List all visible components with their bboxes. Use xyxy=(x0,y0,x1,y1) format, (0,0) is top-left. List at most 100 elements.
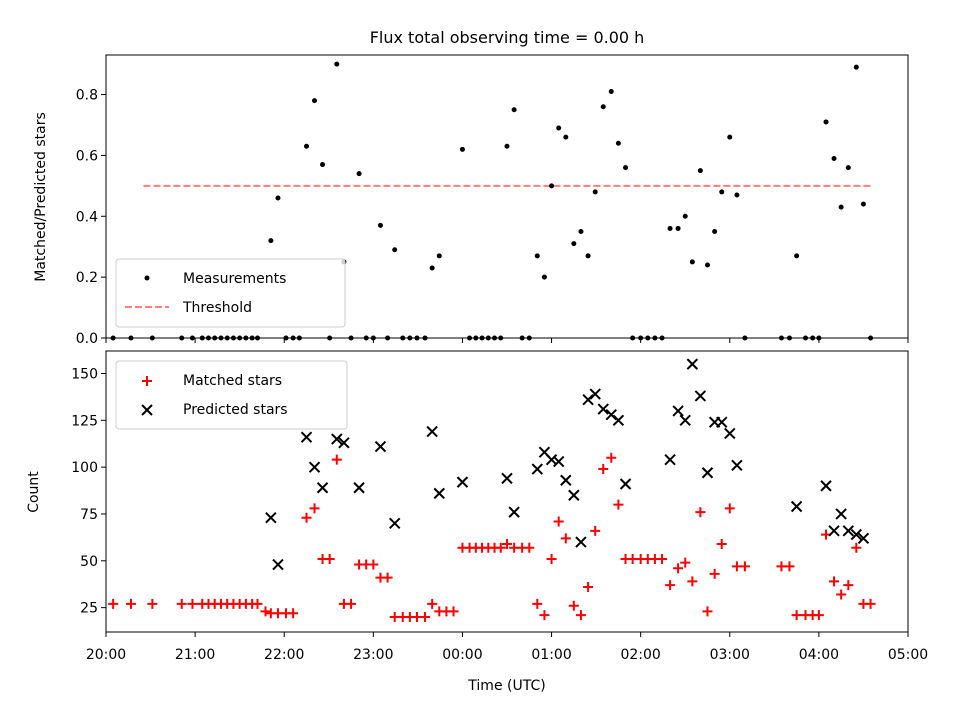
matched-star-point xyxy=(598,464,609,475)
top-y-axis-label: Matched/Predicted stars xyxy=(33,112,49,282)
matched-star-point xyxy=(560,533,571,544)
predicted-star-point xyxy=(575,536,587,548)
matched-star-point xyxy=(606,452,617,463)
measurement-point xyxy=(705,262,710,268)
bottom-x-ticks: 20:00 21:00 22:00 23:00 00:00 01:00 02:00 03:00… xyxy=(86,632,928,663)
top-y-tick-label: 0.0 xyxy=(76,331,98,347)
matched-star-point xyxy=(575,610,586,621)
matched-star-point xyxy=(502,538,512,549)
measurement-point xyxy=(459,146,465,152)
predicted-star-point xyxy=(731,459,743,471)
measurement-point xyxy=(334,61,340,67)
matched-star-point xyxy=(695,507,706,518)
measurement-point xyxy=(823,119,829,125)
bottom-x-tick-label: 03:00 xyxy=(710,647,750,663)
predicted-star-point xyxy=(374,440,387,453)
measurement-point xyxy=(831,155,837,161)
matched-star-point xyxy=(532,598,543,609)
matched-star-point xyxy=(590,525,601,536)
measurement-point xyxy=(578,228,584,234)
measurement-point xyxy=(312,98,318,104)
legend-threshold-label: Threshold xyxy=(182,300,252,316)
measurement-point xyxy=(534,253,540,259)
measurement-point xyxy=(615,140,621,146)
predicted-star-point xyxy=(433,487,445,500)
bottom-x-tick-label: 21:00 xyxy=(175,647,215,663)
matched-star-point xyxy=(495,542,506,553)
measurement-point xyxy=(794,253,800,259)
matched-star-point xyxy=(613,499,624,510)
matched-star-point xyxy=(851,542,862,553)
measurement-point xyxy=(356,171,362,177)
predicted-star-point xyxy=(619,478,632,490)
predicted-star-point xyxy=(456,476,469,488)
predicted-star-point xyxy=(694,390,707,402)
measurement-point xyxy=(727,134,733,140)
predicted-star-point xyxy=(508,506,520,518)
predicted-star-point xyxy=(724,427,736,440)
bottom-x-tick-label: 00:00 xyxy=(442,647,482,663)
matched-star-point xyxy=(836,589,847,600)
predicted-star-point xyxy=(300,431,313,443)
predicted-star-point xyxy=(568,489,580,501)
matched-star-point xyxy=(448,606,459,617)
bottom-y-tick-label: 125 xyxy=(71,413,98,429)
predicted-star-point xyxy=(560,474,572,486)
matched-star-point xyxy=(427,598,438,609)
matched-star-point xyxy=(301,512,312,523)
bottom-marks xyxy=(108,358,876,623)
top-plot-area: 0.0 0.2 0.4 0.6 0.8 xyxy=(76,54,909,347)
bottom-legend-frame xyxy=(115,360,348,430)
top-legend-frame xyxy=(115,258,346,328)
matched-star-point xyxy=(382,572,393,583)
predicted-star-point xyxy=(589,388,601,400)
legend-predicted-label: Predicted stars xyxy=(183,402,288,418)
predicted-star-point xyxy=(679,414,691,427)
matched-star-point xyxy=(546,553,557,564)
matched-star-point xyxy=(702,606,713,617)
top-y-tick-label: 0.6 xyxy=(76,148,98,164)
predicted-star-point xyxy=(338,437,350,449)
matched-star-point xyxy=(187,598,198,609)
matched-star-point xyxy=(539,610,550,621)
legend-predicted-marker xyxy=(141,404,153,416)
measurement-point xyxy=(392,247,398,253)
measurement-point xyxy=(436,253,442,259)
matched-star-point xyxy=(709,568,720,579)
measurement-point xyxy=(712,228,718,234)
matched-star-point xyxy=(553,516,564,527)
measurement-point xyxy=(504,143,510,149)
measurement-point xyxy=(304,143,309,149)
measurement-point xyxy=(563,134,569,140)
matched-star-point xyxy=(687,576,698,587)
predicted-star-point xyxy=(790,500,803,513)
predicted-star-point xyxy=(316,482,329,494)
matched-star-point xyxy=(843,580,854,591)
predicted-star-point xyxy=(389,517,401,530)
measurement-point xyxy=(549,183,555,189)
measurement-point xyxy=(585,253,591,259)
predicted-star-point xyxy=(701,467,714,479)
measurement-point xyxy=(275,195,281,201)
predicted-star-point xyxy=(820,480,832,492)
bottom-y-tick-label: 150 xyxy=(71,366,98,382)
predicted-star-point xyxy=(331,433,343,445)
measurement-point xyxy=(600,104,606,110)
top-y-tick-label: 0.2 xyxy=(76,270,98,286)
predicted-star-point xyxy=(612,414,625,427)
matched-star-point xyxy=(739,561,750,572)
matched-star-point xyxy=(331,454,342,465)
predicted-star-point xyxy=(353,482,365,494)
bottom-y-tick-label: 25 xyxy=(80,601,98,617)
predicted-star-point xyxy=(686,358,699,370)
predicted-star-point xyxy=(272,558,284,571)
matched-star-point xyxy=(420,612,431,623)
measurement-point xyxy=(377,222,383,228)
predicted-star-point xyxy=(501,472,513,485)
predicted-star-point xyxy=(552,455,565,468)
predicted-star-point xyxy=(605,408,617,421)
matched-star-point xyxy=(583,582,594,593)
bottom-y-ticks: 25 50 75 100 125 150 xyxy=(71,366,106,617)
top-y-tick-label: 0.4 xyxy=(76,209,98,225)
